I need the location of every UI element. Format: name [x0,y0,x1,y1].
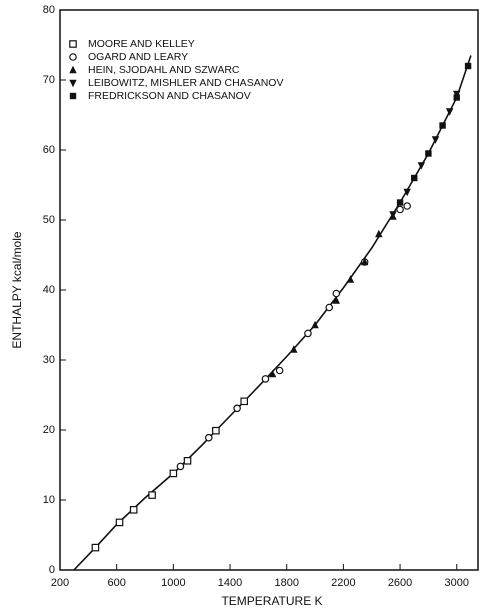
data-point [69,92,77,100]
x-tick-label: 2200 [331,577,355,589]
data-point [69,53,77,61]
y-tick-label: 30 [43,354,55,366]
data-point [268,369,277,378]
data-point [453,94,460,101]
y-tick-label: 60 [43,144,55,156]
y-tick-label: 50 [43,214,55,226]
legend-label: FREDRICKSON AND CHASANOV [88,90,251,102]
y-tick-label: 70 [43,74,55,86]
data-point [311,320,319,329]
legend-label: HEIN, SJODAHL AND SZWARC [88,64,240,76]
data-point [375,229,383,238]
data-point [115,518,124,527]
data-point [69,40,77,48]
data-point [346,275,355,283]
data-point [425,150,432,157]
data-point [91,543,100,552]
data-point [417,162,426,170]
x-tick-label: 2600 [388,577,412,589]
data-point [261,375,270,383]
y-tick-label: 40 [43,284,55,296]
data-point [396,199,404,206]
data-point [304,329,312,338]
x-tick-label: 1800 [274,577,298,589]
data-point [240,397,249,406]
x-tick-label: 1000 [161,577,185,589]
data-point [275,366,284,375]
data-point [169,469,178,478]
data-point [431,136,440,144]
x-tick-label: 3000 [445,577,469,589]
data-point [360,257,369,266]
y-tick-label: 10 [43,494,55,506]
x-tick-label: 200 [51,577,69,589]
y-axis-label: ENTHALPY kcal/mole [10,231,24,348]
y-tick-label: 80 [43,4,55,16]
data-point [176,462,185,471]
data-point [129,506,138,514]
data-point [69,79,77,88]
data-point [204,433,213,442]
legend-label: OGARD AND LEARY [88,51,188,63]
data-point [403,188,411,197]
data-point [290,345,298,353]
data-point [445,108,454,116]
data-point [411,174,418,182]
x-tick-label: 1400 [218,577,242,589]
data-point [403,202,411,210]
x-axis-label: TEMPERATURE K [221,594,322,608]
data-point [148,491,156,499]
data-point [389,211,397,219]
data-point [212,426,220,435]
data-point [396,205,404,214]
data-point [325,303,334,312]
data-point [464,62,472,70]
fit-curve [73,55,472,571]
data-point [233,404,241,413]
y-tick-label: 20 [43,424,55,436]
legend-label: MOORE AND KELLEY [88,38,195,50]
data-point [332,289,341,298]
x-tick-label: 600 [107,577,125,589]
data-point [439,122,446,129]
data-point [332,296,341,304]
legend-label: LEIBOWITZ, MISHLER AND CHASANOV [88,77,283,89]
data-point [69,65,77,74]
data-point [183,457,192,465]
y-tick-label: 0 [49,564,55,576]
